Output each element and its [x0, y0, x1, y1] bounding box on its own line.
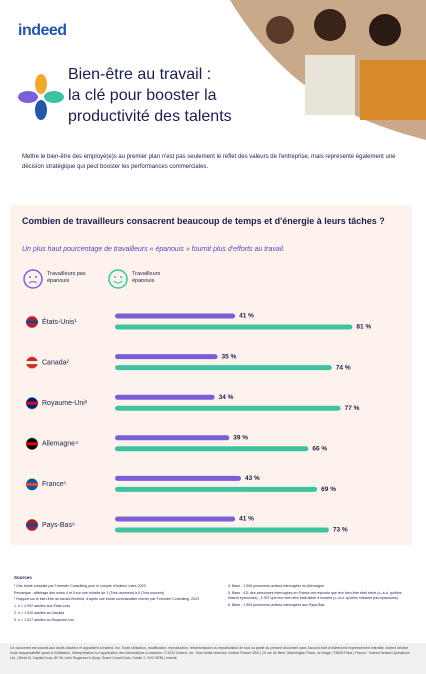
category-label: Allemagne⁴ [42, 441, 78, 448]
title: Bien-être au travail : la clé pour boost… [68, 64, 232, 127]
flag-band [26, 523, 38, 527]
category-label: Pays-Bas⁶ [42, 522, 75, 529]
sources-right: 4. Base : 1 506 personnes actives interr… [228, 584, 413, 609]
source-note: 3. n = 1 517 adultes au Royaume-Uni [14, 617, 74, 622]
value-label: 66 % [312, 446, 327, 453]
chart-subtitle: Un plus haut pourcentage de travailleurs… [22, 246, 285, 253]
value-label: 73 % [333, 527, 348, 534]
bar [115, 486, 318, 492]
value-label: 34 % [219, 394, 234, 401]
source-note: 1. n = 4 002 adultes aux États-Unis [14, 604, 71, 609]
sources-left: ¹ Une étude conduite par Forrester Consu… [14, 584, 209, 624]
value-label: 39 % [233, 435, 248, 442]
value-label: 41 % [239, 313, 254, 320]
footer: Ce document est soumis aux droits d'aute… [0, 643, 426, 674]
category-label: Canada² [42, 359, 70, 366]
intro: Mettre le bien-être des employé(e)s au p… [22, 154, 396, 170]
title-line: productivité des talents [68, 108, 232, 125]
bar [115, 446, 309, 452]
source-note: 5. Base : 411 des personnes interrogées … [228, 590, 402, 600]
bar [115, 324, 353, 330]
flower-icon [18, 74, 64, 120]
title-line: la clé pour booster la [68, 87, 217, 104]
bar [115, 435, 230, 441]
bar [115, 405, 341, 411]
legend-label: Travailleurs pas épanouis [47, 271, 86, 284]
category-label: Royaume-Uni³ [42, 400, 88, 407]
value-label: 81 % [356, 324, 371, 331]
bar [115, 475, 241, 481]
flag-band [26, 320, 38, 324]
legend-label: Travailleurs épanouis [132, 271, 161, 284]
source-note: 4. Base : 1 506 personnes actives interr… [228, 584, 325, 588]
bar [115, 365, 332, 371]
title-line: Bien-être au travail : [68, 66, 212, 83]
flag-band [26, 361, 38, 365]
source-note: 2. n = 1 510 adultes au Canada [14, 610, 65, 615]
flag-band [26, 482, 38, 486]
source-note: ¹ Rapport sur le bien-être au travail d'… [14, 597, 200, 602]
value-label: 69 % [321, 486, 336, 493]
value-label: 77 % [345, 405, 360, 412]
chart: États-Unis¹ 41 % 81 % Canada² 35 % 74 % Royaum… [25, 313, 371, 534]
bar [115, 313, 236, 319]
category-label: États-Unis¹ [42, 317, 77, 326]
value-label: 41 % [239, 516, 254, 523]
bar [115, 394, 215, 400]
logo: indeed [18, 22, 67, 39]
bar [115, 354, 218, 360]
legend-icons [23, 269, 128, 289]
source-note: 6. Base : 1 504 personnes actives interr… [228, 602, 326, 607]
category-label: France⁵ [42, 481, 67, 488]
source-note: Remarque : affichage des notes 4 et 5 su… [14, 590, 165, 595]
source-note: ¹ Une étude conduite par Forrester Consu… [14, 584, 147, 588]
sources-heading: Sources [14, 575, 32, 580]
bar [115, 516, 236, 522]
photo [230, 0, 426, 140]
chart-title: Combien de travailleurs consacrent beauc… [22, 216, 385, 226]
value-label: 35 % [222, 353, 237, 360]
flag-band [26, 401, 38, 405]
flag-band [26, 442, 38, 446]
bar [115, 527, 329, 533]
value-label: 74 % [336, 364, 351, 371]
value-label: 43 % [245, 475, 260, 482]
